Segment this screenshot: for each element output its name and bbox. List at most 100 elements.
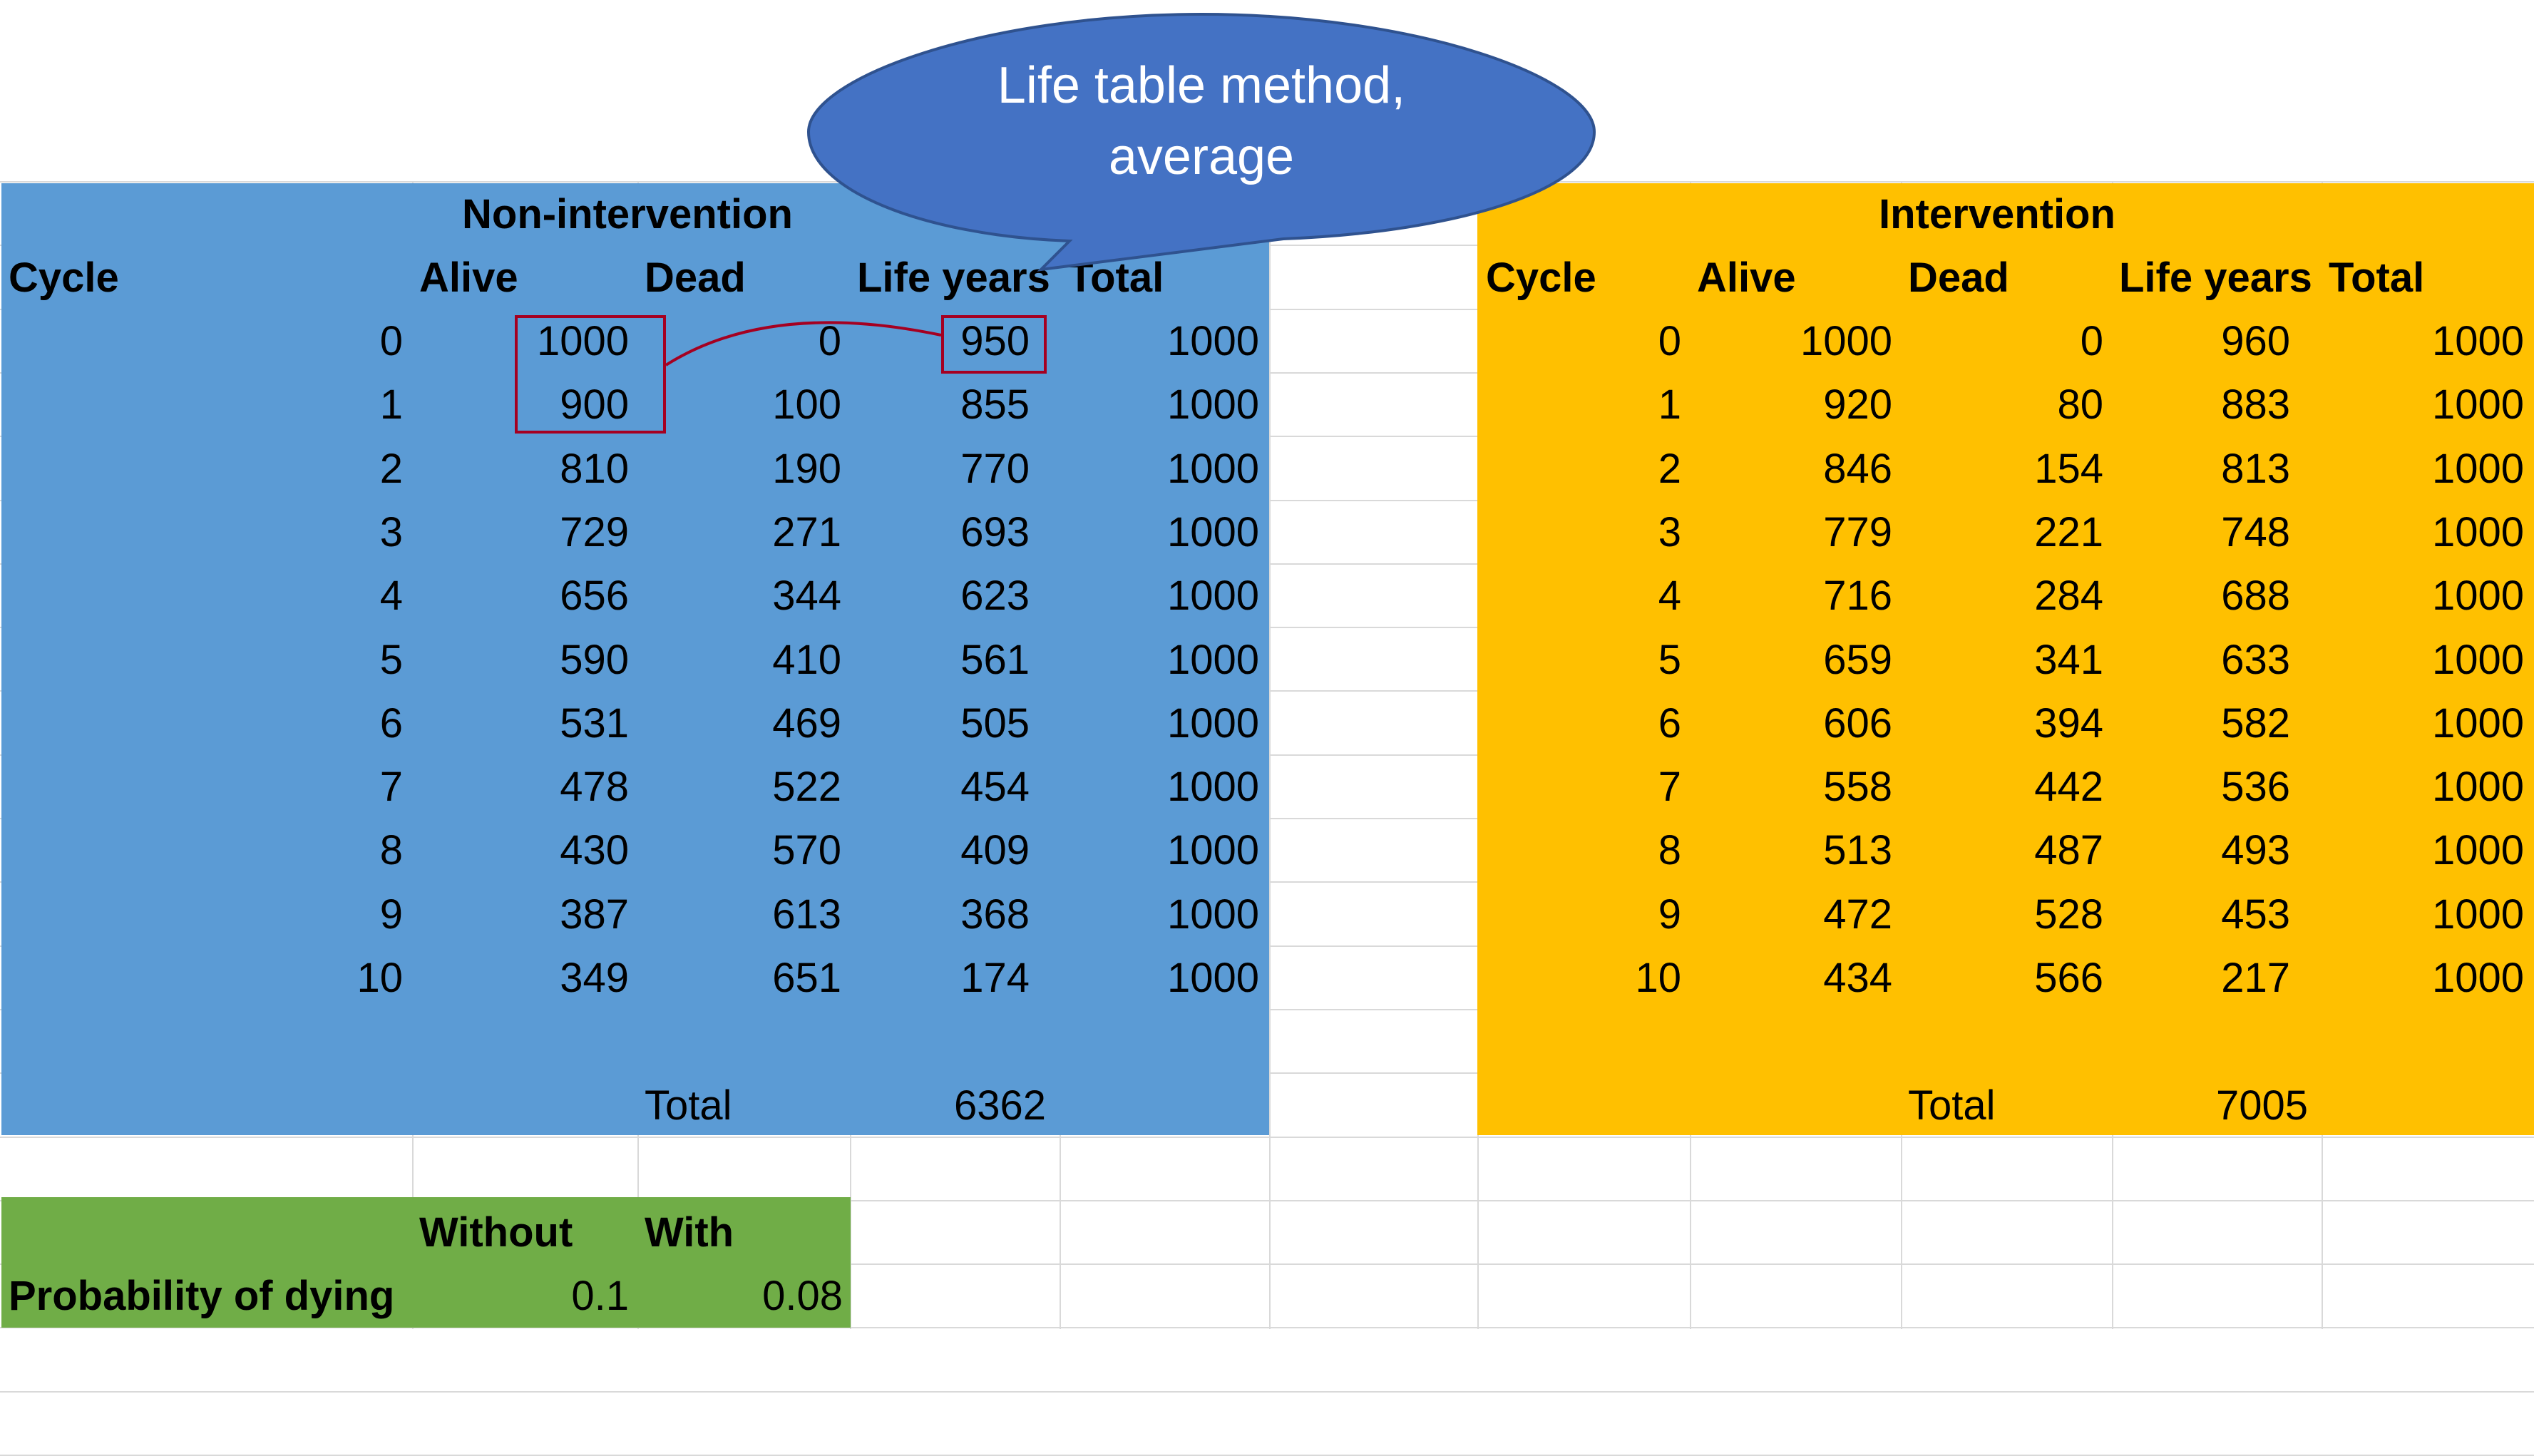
ni-cell-alive: 656 [560,573,629,620]
callout-line-2: average [1108,128,1295,185]
ni-cell-alive: 900 [560,381,629,429]
iv-cell-alive: 659 [1823,636,1892,683]
ni-cell-life-years: 454 [960,764,1030,811]
highlight-life-years-box [941,315,1047,374]
iv-cell-total: 1000 [2431,891,2524,938]
ni-cell-cycle: 9 [379,891,403,938]
ni-cell-alive: 430 [560,827,629,874]
ni-cell-alive: 810 [560,445,629,492]
iv-cell-total: 1000 [2431,827,2524,874]
ni-cell-dead: 469 [772,699,841,747]
iv-cell-dead: 154 [2034,445,2103,492]
iv-cell-life-years: 582 [2221,699,2290,747]
iv-cell-life-years: 813 [2221,445,2290,492]
iv-cell-total: 1000 [2431,699,2524,747]
iv-cell-cycle: 0 [1658,318,1681,364]
iv-cell-total: 1000 [2431,573,2524,620]
grid-column-line [1269,181,1271,1329]
iv-cell-alive: 513 [1823,827,1892,874]
iv-cell-dead: 528 [2034,891,2103,938]
iv-cell-cycle: 1 [1658,381,1681,429]
ni-cell-dead: 613 [772,891,841,938]
non-intervention-title: Non-intervention [462,191,793,237]
iv-cell-cycle: 9 [1658,891,1681,938]
iv-cell-life-years: 493 [2221,827,2290,874]
iv-cell-alive: 434 [1823,955,1892,1001]
ni-cell-life-years: 505 [960,699,1030,747]
ni-cell-life-years: 368 [960,891,1030,938]
iv-header-alive: Alive [1697,255,1796,301]
ni-cell-total: 1000 [1166,445,1259,492]
iv-cell-cycle: 4 [1658,573,1681,620]
callout-text: Life table method, average [809,50,1594,193]
iv-cell-cycle: 10 [1635,955,1681,1001]
ni-cell-dead: 344 [772,573,841,620]
ni-header-total: Total [1068,255,1164,301]
iv-cell-cycle: 5 [1658,636,1681,683]
ni-cell-alive: 729 [560,508,629,555]
iv-cell-life-years: 688 [2221,573,2290,620]
iv-cell-alive: 606 [1823,699,1892,747]
iv-cell-cycle: 2 [1658,445,1681,492]
ni-cell-dead: 271 [772,508,841,555]
ni-cell-life-years: 855 [960,381,1030,429]
ni-cell-dead: 190 [772,445,841,492]
ni-cell-life-years: 561 [960,636,1030,683]
probability-block [1,1197,851,1328]
ni-cell-dead: 100 [772,381,841,429]
ni-cell-life-years: 950 [960,318,1030,364]
ni-cell-cycle: 4 [379,573,403,620]
ni-cell-life-years: 693 [960,508,1030,555]
iv-header-life-years: Life years [2119,255,2312,301]
iv-cell-cycle: 7 [1658,764,1681,811]
iv-cell-alive: 472 [1823,891,1892,938]
iv-header-cycle: Cycle [1486,255,1596,301]
iv-cell-dead: 0 [2080,318,2103,364]
iv-cell-dead: 566 [2034,955,2103,1001]
ni-cell-alive: 531 [560,699,629,747]
ni-cell-dead: 522 [772,764,841,811]
callout-line-1: Life table method, [997,57,1406,114]
iv-cell-alive: 920 [1823,381,1892,429]
iv-cell-life-years: 633 [2221,636,2290,683]
prob-without-value: 0.1 [571,1273,629,1319]
ni-cell-cycle: 0 [379,318,403,364]
iv-cell-total: 1000 [2431,636,2524,683]
ni-cell-cycle: 2 [379,445,403,492]
iv-cell-total: 1000 [2431,318,2524,364]
iv-cell-cycle: 8 [1658,827,1681,874]
prob-header-with: With [645,1209,734,1256]
ni-cell-total: 1000 [1166,827,1259,874]
ni-cell-life-years: 770 [960,445,1030,492]
ni-cell-total: 1000 [1166,573,1259,620]
iv-cell-life-years: 536 [2221,764,2290,811]
ni-cell-cycle: 3 [379,508,403,555]
ni-header-life-years: Life years [857,255,1050,301]
grid-row-line [0,1263,2534,1266]
ni-cell-cycle: 6 [379,699,403,747]
ni-cell-cycle: 10 [356,955,403,1001]
iv-cell-total: 1000 [2431,381,2524,429]
prob-with-value: 0.08 [762,1273,843,1319]
iv-cell-cycle: 6 [1658,699,1681,747]
grid-row-line [0,1390,2534,1393]
ni-cell-alive: 349 [560,955,629,1001]
iv-cell-alive: 846 [1823,445,1892,492]
iv-cell-alive: 1000 [1800,318,1892,364]
iv-cell-life-years: 217 [2221,955,2290,1001]
ni-cell-alive: 1000 [536,318,629,364]
ni-cell-life-years: 174 [960,955,1030,1001]
iv-cell-life-years: 883 [2221,381,2290,429]
iv-cell-total: 1000 [2431,445,2524,492]
ni-header-cycle: Cycle [9,255,119,301]
ni-cell-life-years: 409 [960,827,1030,874]
iv-cell-alive: 558 [1823,764,1892,811]
grid-row-line [0,1136,2534,1138]
intervention-title: Intervention [1879,191,2115,237]
iv-cell-dead: 221 [2034,508,2103,555]
prob-header-without: Without [419,1209,573,1256]
iv-cell-life-years: 453 [2221,891,2290,938]
iv-cell-life-years: 960 [2221,318,2290,364]
highlight-alive-box [515,315,666,434]
ni-cell-cycle: 8 [379,827,403,874]
